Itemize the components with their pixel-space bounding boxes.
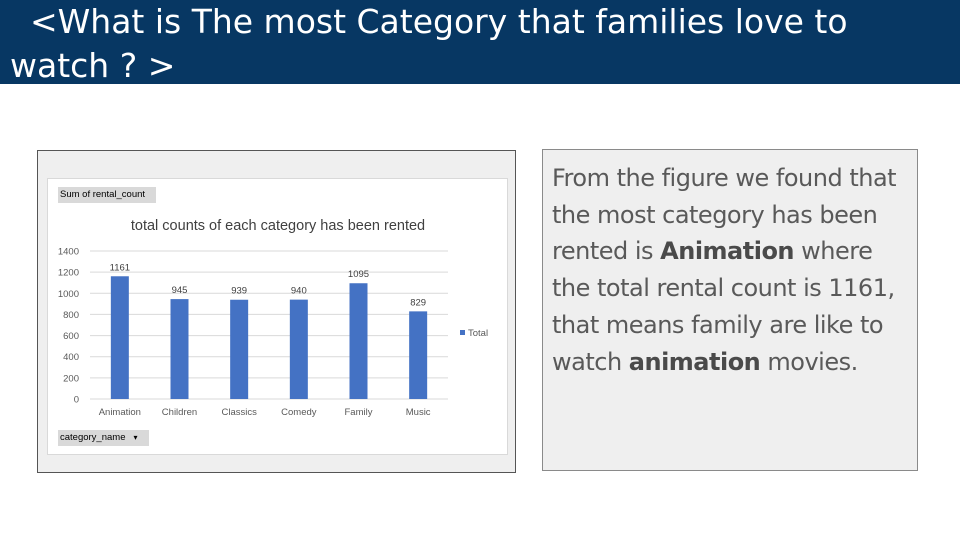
y-tick-label: 200 xyxy=(63,373,79,384)
y-axis: 0 200 400 600 800 1000 1200 1400 xyxy=(58,247,79,406)
bar xyxy=(110,276,129,399)
bar xyxy=(409,311,428,399)
x-tick-label: Animation xyxy=(99,407,141,418)
findings-paragraph: From the figure we found that the most c… xyxy=(552,160,914,380)
bar xyxy=(230,299,249,399)
findings-bold-2: animation xyxy=(628,347,761,376)
legend: Total xyxy=(460,328,488,339)
y-tick-label: 800 xyxy=(63,310,79,321)
y-tick-label: 600 xyxy=(63,331,79,342)
y-tick-label: 1200 xyxy=(58,268,79,279)
findings-text-1: From the figure we found that the most c… xyxy=(552,164,897,266)
data-label: 939 xyxy=(231,286,247,297)
pivot-axis-field-button[interactable]: category_name ▾ xyxy=(58,430,149,446)
bars xyxy=(110,276,428,399)
y-tick-label: 1400 xyxy=(58,247,79,258)
y-tick-label: 1000 xyxy=(58,289,79,300)
slide-title-bar: <What is The most Category that families… xyxy=(0,0,960,85)
data-label: 829 xyxy=(410,297,426,308)
data-label: 945 xyxy=(172,285,188,296)
pivot-value-field-label: Sum of rental_count xyxy=(60,189,146,200)
bar xyxy=(349,283,368,399)
data-labels: 1161 945 939 940 1095 829 xyxy=(110,262,426,308)
y-tick-label: 0 xyxy=(74,395,79,406)
data-label: 940 xyxy=(291,286,307,297)
slide-title: <What is The most Category that families… xyxy=(10,2,848,85)
y-tick-label: 400 xyxy=(63,352,79,363)
chart-title: total counts of each category has been r… xyxy=(131,218,425,234)
legend-label: Total xyxy=(468,328,488,339)
findings-text-box: From the figure we found that the most c… xyxy=(542,149,918,471)
x-tick-label: Family xyxy=(345,407,373,418)
x-axis: Animation Children Classics Comedy Family Mus… xyxy=(99,407,431,418)
bar xyxy=(289,299,308,399)
findings-bold-1: Animation xyxy=(660,237,795,266)
legend-swatch xyxy=(460,330,465,335)
pivot-chart-frame: total counts of each category has been r… xyxy=(37,150,516,473)
bar xyxy=(170,299,189,399)
x-tick-label: Classics xyxy=(221,407,257,418)
data-label: 1161 xyxy=(110,262,130,273)
pivot-axis-field-label: category_name xyxy=(60,432,126,443)
findings-text-2: where the total rental count is 1161, th… xyxy=(552,237,895,376)
findings-text-3: movies. xyxy=(760,347,858,376)
pivot-chart: total counts of each category has been r… xyxy=(47,178,508,455)
x-tick-label: Comedy xyxy=(281,407,317,418)
bar-chart: total counts of each category has been r… xyxy=(58,218,488,418)
data-label: 1095 xyxy=(348,269,369,280)
x-tick-label: Music xyxy=(406,407,431,418)
grid-layer xyxy=(90,250,448,400)
pivot-value-field-button[interactable]: Sum of rental_count xyxy=(58,187,156,203)
x-tick-label: Children xyxy=(162,407,197,418)
dropdown-arrow-icon[interactable]: ▾ xyxy=(133,433,138,442)
